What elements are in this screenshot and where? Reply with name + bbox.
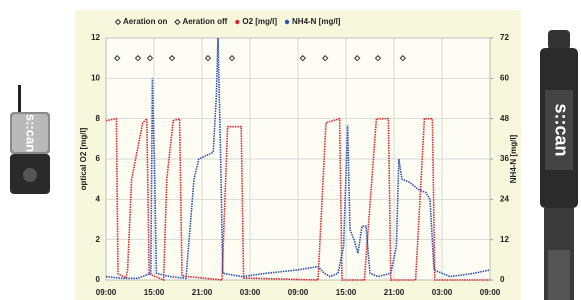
y-tick-label: 2: [96, 235, 101, 244]
legend-label: O2 [mg/l]: [242, 17, 277, 26]
x-tick-label: 15:00: [144, 288, 165, 297]
x-tick-label: 09:00: [480, 288, 501, 297]
x-tick-label: 09:00: [96, 288, 117, 297]
y-tick-label: 6: [96, 154, 101, 163]
y2-tick-label: 0: [500, 275, 505, 284]
legend-marker: [285, 20, 289, 24]
page: s::can s::can 024681012012243648607209:0…: [0, 0, 581, 300]
y2-tick-label: 48: [500, 114, 509, 123]
y2-tick-label: 36: [500, 154, 509, 163]
legend-label: NH4-N [mg/l]: [292, 17, 341, 26]
y-tick-label: 0: [96, 275, 101, 284]
y2-tick-label: 72: [500, 33, 509, 42]
y-axis-label: optical O2 [mg/l]: [79, 127, 88, 190]
x-tick-label: 15:00: [336, 288, 357, 297]
y-tick-label: 4: [96, 194, 101, 203]
y-tick-label: 12: [91, 33, 100, 42]
y2-tick-label: 24: [500, 194, 509, 203]
y-tick-label: 8: [96, 114, 101, 123]
sensor-probe: s::can: [540, 30, 578, 300]
x-tick-label: 09:00: [288, 288, 309, 297]
legend-marker: [235, 20, 239, 24]
y-tick-label: 10: [91, 73, 100, 82]
y2-axis-label: NH4-N [mg/l]: [509, 134, 518, 183]
x-tick-label: 03:00: [240, 288, 261, 297]
x-tick-label: 03:00: [432, 288, 453, 297]
x-tick-label: 21:00: [192, 288, 213, 297]
brand-label: s::can: [551, 103, 571, 156]
sensor-small: s::can: [10, 85, 50, 194]
legend-label: Aeration on: [123, 17, 168, 26]
brand-label: s::can: [24, 114, 39, 152]
y2-tick-label: 12: [500, 235, 509, 244]
y2-tick-label: 60: [500, 73, 509, 82]
legend-label: Aeration off: [182, 17, 227, 26]
x-tick-label: 21:00: [384, 288, 405, 297]
